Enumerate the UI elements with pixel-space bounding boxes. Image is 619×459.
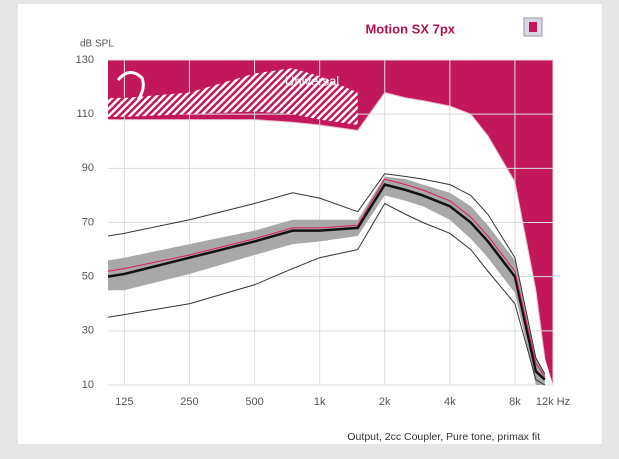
logo [116, 71, 145, 101]
line [107, 178, 546, 378]
y-tick-label: 130 [76, 54, 94, 66]
max-output-line [108, 91, 546, 358]
y-tick-label: 30 [82, 325, 94, 337]
line [107, 202, 546, 386]
annotation: Universal [285, 73, 339, 88]
y-tick-label: 70 [82, 216, 94, 228]
x-tick-label: 4k [444, 396, 456, 408]
y-tick-label: 110 [76, 108, 94, 120]
x-tick-label: 500 [245, 396, 263, 408]
device-icon-glyph [529, 22, 537, 32]
line [107, 183, 546, 381]
chart-title: Motion SX 7px [365, 21, 455, 36]
x-tick-label: 12k Hz [536, 396, 570, 408]
hatched-range [108, 68, 358, 125]
plot: 10 30 50 70 90 110 130 125 250 500 1k 2k 4k 8k 12k Hz U… [76, 54, 570, 408]
footer: Output, 2cc Coupler, Pure tone, primax f… [347, 431, 540, 443]
y-tick-label: 10 [82, 379, 94, 391]
line [107, 173, 546, 375]
x-tick-label: 1k [314, 396, 326, 408]
x-tick-label: 250 [180, 396, 198, 408]
x-tick-label: 2k [379, 396, 391, 408]
x-tick-label: 125 [115, 396, 133, 408]
y-tick-label: 50 [82, 271, 94, 283]
x-tick-label: 8k [509, 396, 521, 408]
y-axis-label: dB SPL [80, 39, 114, 50]
y-tick-label: 90 [82, 162, 94, 174]
